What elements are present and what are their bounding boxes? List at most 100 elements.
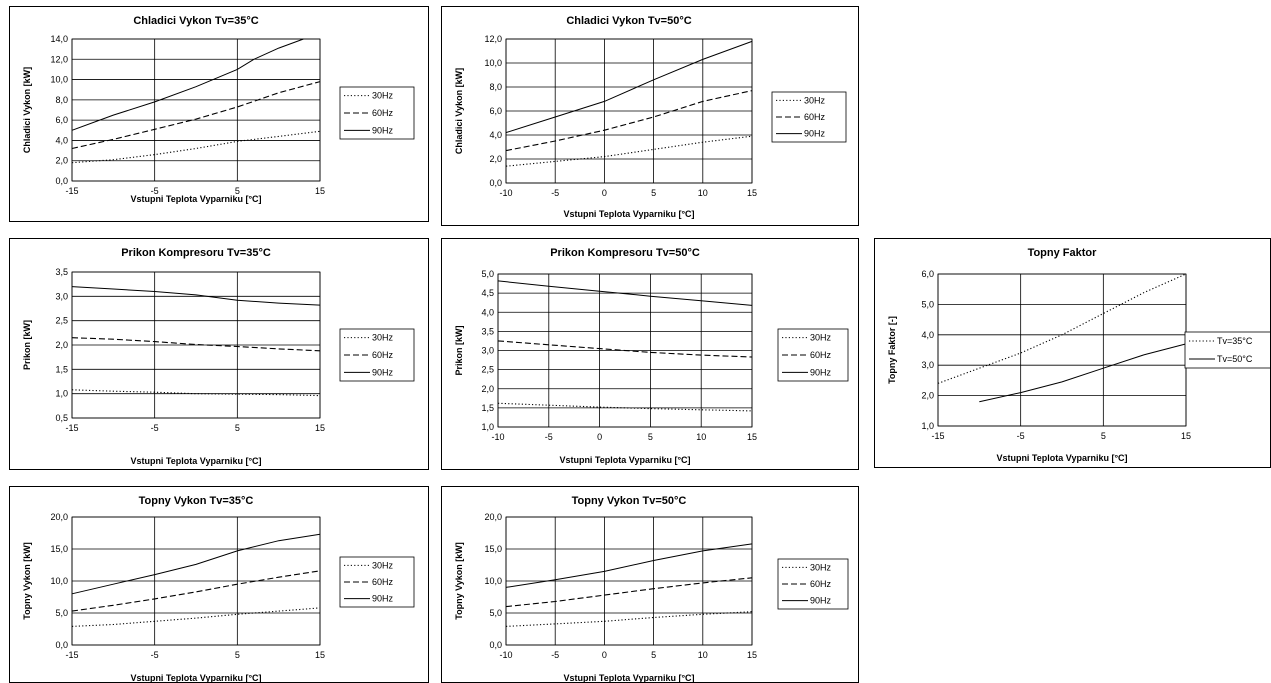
legend-entry: 60Hz	[372, 350, 394, 360]
legend-entry: 90Hz	[810, 596, 832, 606]
chart-prikon-kompresoru-50: Prikon Kompresoru Tv=50°C 1,0 1,5 2,0 2,5 3,0…	[441, 238, 859, 470]
chart-svg: Prikon Kompresoru Tv=50°C 1,0 1,5 2,0 2,5 3,0…	[454, 247, 849, 465]
legend-box	[1184, 331, 1270, 369]
chart-svg: Topny Vykon Tv=50°C 0,0 5,0 10,0 15,0 20,0 -10…	[454, 495, 849, 683]
y-axis-label: Chladici Vykon [kW]	[22, 67, 32, 153]
x-tick-label: 0	[602, 650, 607, 660]
x-tick-label: -15	[65, 186, 78, 196]
x-tick-label: 15	[315, 423, 325, 433]
x-axis-label: Vstupni Teplota Vyparniku [°C]	[130, 194, 261, 204]
plot-area	[71, 516, 321, 646]
x-tick-label: -10	[491, 432, 504, 442]
y-tick-label: 2,0	[55, 156, 68, 166]
legend-entry: 60Hz	[804, 112, 826, 122]
series-line-60hz	[505, 90, 753, 152]
chart-topny-faktor: Topny Faktor 1,0 2,0 3,0 4,0 5,0 6,0 -15 -5 5 15 Vs…	[874, 238, 1271, 468]
chart-svg: Topny Vykon Tv=35°C 0,0 5,0 10,0 15,0 20,0 -15…	[22, 495, 415, 683]
y-tick-label: 10,0	[50, 576, 68, 586]
y-axis-label: Prikon [kW]	[22, 320, 32, 370]
chart-title: Topny Faktor	[1028, 247, 1098, 259]
x-axis-label: Vstupni Teplota Vyparniku [°C]	[563, 673, 694, 683]
chart-topny-vykon-35: Topny Vykon Tv=35°C 0,0 5,0 10,0 15,0 20,0 -15…	[9, 486, 429, 683]
legend-entry: Tv=35°C	[1217, 336, 1253, 346]
series-line-90hz	[505, 543, 753, 588]
plot-area	[497, 273, 753, 428]
y-tick-label: 0,0	[489, 640, 502, 650]
legend-entry: 60Hz	[372, 577, 394, 587]
legend-entry: 60Hz	[810, 579, 832, 589]
y-tick-label: 2,0	[921, 391, 934, 401]
y-tick-label: 14,0	[50, 34, 68, 44]
series-line-30hz	[505, 611, 753, 627]
x-tick-label: 15	[747, 188, 757, 198]
x-axis-label: Vstupni Teplota Vyparniku [°C]	[559, 455, 690, 465]
y-axis-label: Topny Faktor [-]	[887, 316, 897, 384]
y-tick-label: 5,0	[481, 269, 494, 279]
chart-title: Prikon Kompresoru Tv=50°C	[550, 247, 700, 259]
x-tick-label: -5	[1017, 431, 1025, 441]
x-tick-label: 15	[315, 186, 325, 196]
series-line-60hz	[497, 340, 753, 358]
chart-chladici-vykon-35: Chladici Vykon Tv=35°C 0,0 2,0 4,0 6,0 8,0 10,…	[9, 6, 429, 222]
y-tick-label: 2,0	[489, 154, 502, 164]
x-tick-label: 5	[651, 188, 656, 198]
series-line-tv-35-c	[937, 273, 1187, 384]
y-tick-label: 8,0	[55, 95, 68, 105]
series-line-90hz	[71, 38, 304, 131]
y-axis-label: Chladici Vykon [kW]	[454, 68, 464, 154]
x-axis-label: Vstupni Teplota Vyparniku [°C]	[130, 673, 261, 683]
y-tick-label: 2,0	[55, 340, 68, 350]
y-tick-label: 20,0	[50, 512, 68, 522]
x-axis-label: Vstupni Teplota Vyparniku [°C]	[563, 209, 694, 219]
x-tick-label: 0	[597, 432, 602, 442]
y-axis-label: Prikon [kW]	[454, 325, 464, 375]
x-tick-label: 15	[1181, 431, 1191, 441]
legend-entry: 30Hz	[810, 562, 832, 572]
y-tick-label: 10,0	[484, 58, 502, 68]
y-tick-label: 4,0	[55, 135, 68, 145]
series-line-30hz	[497, 402, 753, 412]
x-tick-label: 5	[235, 423, 240, 433]
y-tick-label: 6,0	[489, 106, 502, 116]
series-line-90hz	[71, 286, 321, 306]
y-tick-label: 3,0	[55, 291, 68, 301]
legend-entry: 90Hz	[372, 125, 394, 135]
y-tick-label: 4,0	[921, 330, 934, 340]
y-tick-label: 3,5	[55, 267, 68, 277]
series-line-30hz	[505, 135, 753, 167]
chart-title: Prikon Kompresoru Tv=35°C	[121, 247, 271, 259]
y-tick-label: 4,5	[481, 288, 494, 298]
y-tick-label: 2,0	[481, 384, 494, 394]
x-tick-label: -15	[65, 423, 78, 433]
y-tick-label: 6,0	[55, 115, 68, 125]
y-tick-label: 4,0	[489, 130, 502, 140]
chart-svg: Chladici Vykon Tv=35°C 0,0 2,0 4,0 6,0 8,0 10,…	[22, 15, 415, 204]
legend-entry: 30Hz	[372, 333, 394, 343]
x-tick-label: 5	[648, 432, 653, 442]
x-tick-label: 10	[698, 650, 708, 660]
series-line-60hz	[505, 577, 753, 608]
plot-area	[937, 273, 1187, 427]
series-line-60hz	[71, 337, 321, 352]
y-axis-label: Topny Vykon [kW]	[454, 542, 464, 620]
x-tick-label: -5	[151, 186, 159, 196]
x-tick-label: 5	[235, 650, 240, 660]
chart-svg: Prikon Kompresoru Tv=35°C 0,5 1,0 1,5 2,0 2,5…	[22, 247, 415, 466]
x-axis-label: Vstupni Teplota Vyparniku [°C]	[996, 453, 1127, 463]
x-tick-label: -5	[151, 650, 159, 660]
y-tick-label: 12,0	[50, 54, 68, 64]
plot-area	[505, 516, 753, 646]
chart-svg: Topny Faktor 1,0 2,0 3,0 4,0 5,0 6,0 -15 -5 5 15 Vs…	[887, 247, 1270, 463]
x-tick-label: -5	[545, 432, 553, 442]
x-tick-label: 15	[747, 432, 757, 442]
x-tick-label: 10	[696, 432, 706, 442]
legend-entry: 90Hz	[804, 129, 826, 139]
series-line-30hz	[71, 607, 321, 627]
plot-area	[71, 38, 321, 182]
x-tick-label: 15	[315, 650, 325, 660]
x-tick-label: -15	[931, 431, 944, 441]
y-tick-label: 5,0	[55, 608, 68, 618]
x-tick-label: 10	[698, 188, 708, 198]
chart-topny-vykon-50: Topny Vykon Tv=50°C 0,0 5,0 10,0 15,0 20,0 -10…	[441, 486, 859, 683]
series-line-90hz	[497, 280, 753, 306]
